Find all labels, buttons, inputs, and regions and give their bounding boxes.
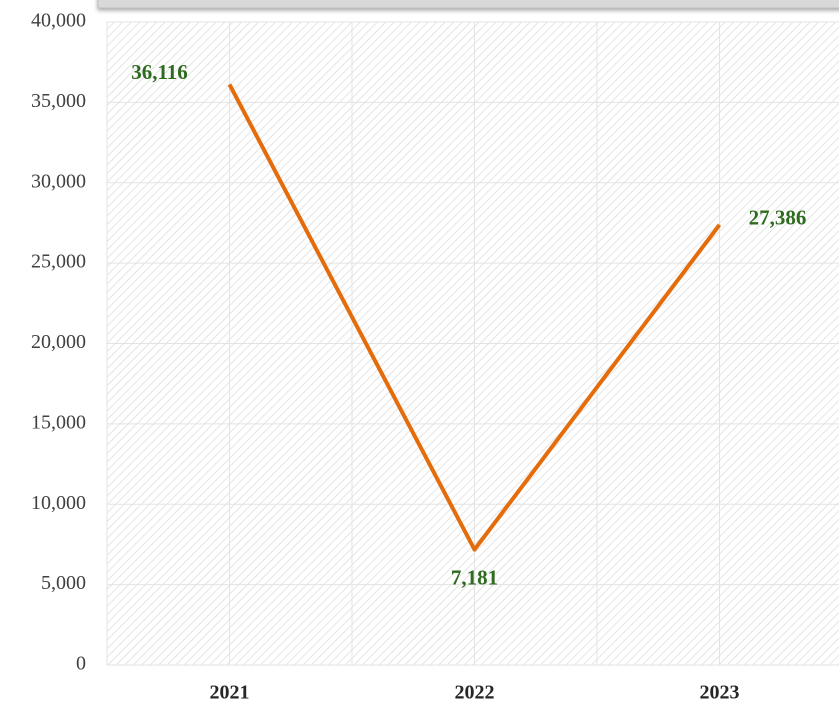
x-tick-label: 2021 [210,682,250,704]
y-tick-label: 0 [76,653,86,675]
x-tick-label: 2022 [455,682,495,704]
data-label: 36,116 [131,60,188,84]
y-tick-label: 30,000 [31,170,86,192]
line [227,83,722,552]
y-tick-label: 40,000 [31,10,86,32]
y-tick-label: 5,000 [41,572,86,594]
data-label: 7,181 [451,565,498,589]
data-label: 27,386 [749,206,807,230]
y-tick-label: 10,000 [31,492,86,514]
x-tick-label: 2023 [700,682,740,704]
y-tick-label: 35,000 [31,90,86,112]
header-bar [97,0,839,9]
y-tick-label: 20,000 [31,331,86,353]
y-tick-label: 25,000 [31,251,86,273]
y-tick-label: 15,000 [31,411,86,433]
